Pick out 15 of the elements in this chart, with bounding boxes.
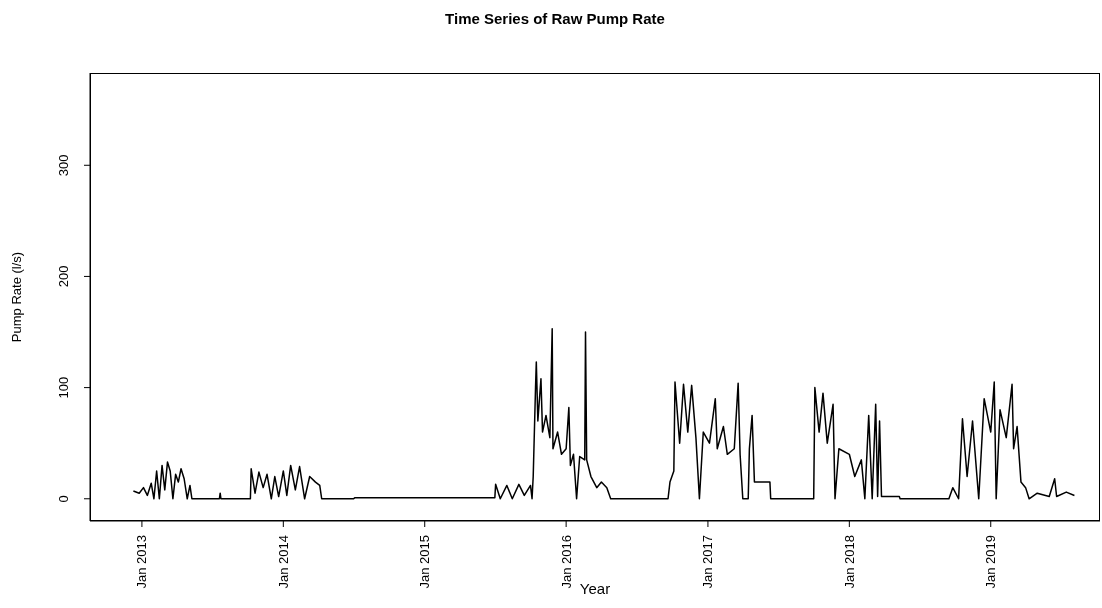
x-tick-label: Jan 2014	[275, 535, 291, 589]
y-tick-label: 300	[56, 154, 71, 177]
x-tick-label: Jan 2013	[134, 535, 150, 589]
x-tick-label: Jan 2015	[417, 535, 433, 589]
x-tick-label: Jan 2017	[700, 535, 716, 589]
x-tick-label: Jan 2016	[558, 535, 574, 589]
y-axis-title: Pump Rate (l/s)	[8, 251, 24, 343]
x-tick-label: Jan 2018	[841, 535, 857, 589]
y-tick-label: 0	[56, 495, 71, 503]
y-tick-label: 200	[56, 265, 71, 288]
chart-title: Time Series of Raw Pump Rate	[444, 10, 666, 27]
x-tick-label: Jan 2019	[983, 535, 999, 589]
y-tick-label: 100	[56, 376, 71, 399]
line-series	[132, 327, 1076, 500]
x-axis-title: Year	[579, 580, 611, 597]
